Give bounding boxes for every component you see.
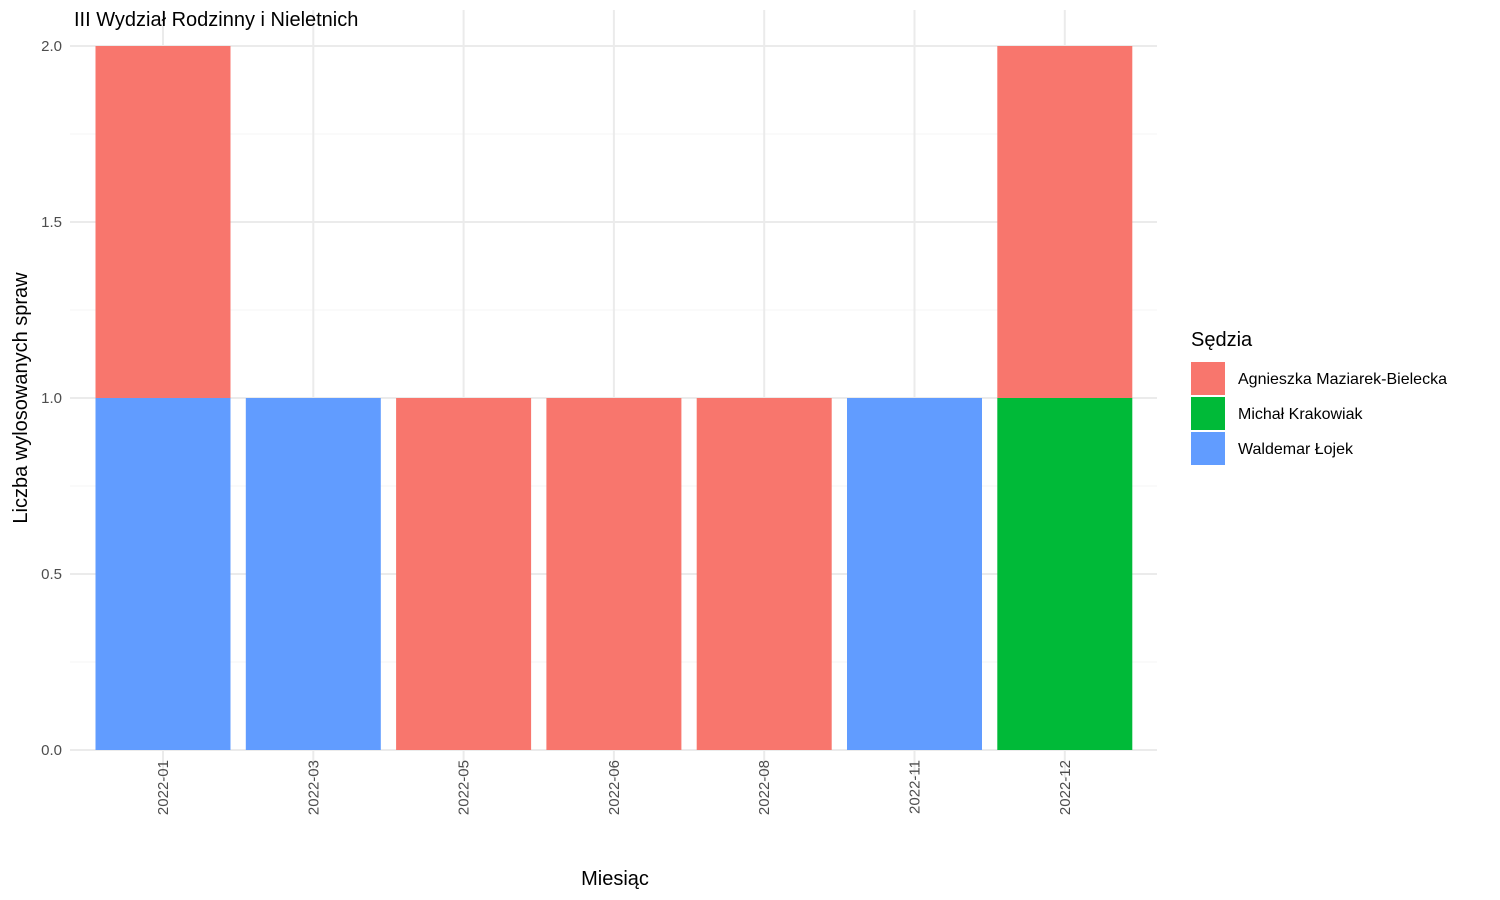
y-axis-ticks: 0.0 0.5 1.0 1.5 2.0 (41, 38, 62, 759)
legend-key (1191, 432, 1225, 465)
legend: Sędzia Agnieszka Maziarek-Bielecka Michał… (1191, 329, 1447, 465)
x-tick-label: 2022-01 (155, 760, 172, 815)
x-tick-label: 2022-03 (305, 760, 322, 815)
y-tick-label: 1.0 (41, 390, 62, 407)
bar-segment (546, 398, 682, 750)
x-axis-ticks: 2022-01 2022-03 2022-05 2022-06 2022-08 2022-… (155, 760, 1074, 815)
legend-key (1191, 362, 1225, 395)
bar-segment (95, 398, 231, 750)
x-tick-label: 2022-11 (907, 760, 924, 814)
x-tick-label: 2022-08 (756, 760, 773, 815)
legend-key (1191, 397, 1225, 430)
bar-segment (95, 46, 231, 398)
bar-segment (696, 398, 832, 750)
legend-title: Sędzia (1191, 329, 1253, 351)
x-tick-label: 2022-05 (456, 760, 473, 815)
y-tick-label: 2.0 (41, 38, 62, 55)
legend-label: Agnieszka Maziarek-Bielecka (1238, 371, 1447, 388)
bar-segment (997, 398, 1133, 750)
x-tick-label: 2022-12 (1057, 760, 1074, 815)
y-axis-title: Liczba wylosowanych spraw (10, 272, 32, 524)
bar-segment (245, 398, 381, 750)
legend-label: Waldemar Łojek (1238, 441, 1354, 458)
y-tick-label: 0.5 (41, 566, 62, 583)
y-tick-label: 1.5 (41, 214, 62, 231)
y-tick-label: 0.0 (41, 742, 62, 759)
legend-label: Michał Krakowiak (1238, 406, 1363, 423)
chart-title: III Wydział Rodzinny i Nieletnich (74, 9, 358, 31)
bars-layer (95, 46, 1133, 750)
x-axis-title: Miesiąc (581, 868, 649, 890)
bar-segment (997, 46, 1133, 398)
bar-segment (847, 398, 982, 750)
bar-segment (396, 398, 532, 750)
x-tick-label: 2022-06 (606, 760, 623, 815)
